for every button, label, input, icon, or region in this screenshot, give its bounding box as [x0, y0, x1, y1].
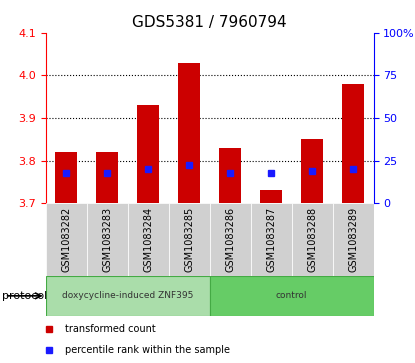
Text: GSM1083286: GSM1083286: [225, 207, 235, 272]
Text: transformed count: transformed count: [65, 324, 156, 334]
Bar: [210, 276, 374, 316]
Bar: [219, 148, 242, 203]
Bar: [251, 203, 291, 276]
Bar: [96, 152, 118, 203]
Bar: [168, 203, 210, 276]
Bar: [46, 276, 210, 316]
Text: protocol: protocol: [2, 291, 47, 301]
Bar: [137, 105, 159, 203]
Title: GDS5381 / 7960794: GDS5381 / 7960794: [132, 15, 287, 30]
Text: control: control: [276, 291, 307, 300]
Bar: [260, 191, 282, 203]
Text: GSM1083287: GSM1083287: [266, 207, 276, 272]
Text: GSM1083283: GSM1083283: [102, 207, 112, 272]
Text: GSM1083289: GSM1083289: [348, 207, 358, 272]
Text: GSM1083285: GSM1083285: [184, 207, 194, 272]
Text: GSM1083288: GSM1083288: [307, 207, 317, 272]
Text: percentile rank within the sample: percentile rank within the sample: [65, 345, 230, 355]
Text: GSM1083284: GSM1083284: [143, 207, 153, 272]
Bar: [342, 84, 364, 203]
Bar: [332, 203, 374, 276]
Bar: [46, 203, 87, 276]
Bar: [87, 203, 127, 276]
Bar: [301, 139, 323, 203]
Bar: [178, 62, 200, 203]
Bar: [55, 152, 78, 203]
Bar: [210, 203, 251, 276]
Text: doxycycline-induced ZNF395: doxycycline-induced ZNF395: [62, 291, 193, 300]
Text: GSM1083282: GSM1083282: [61, 207, 71, 272]
Bar: [291, 203, 332, 276]
Bar: [128, 203, 168, 276]
